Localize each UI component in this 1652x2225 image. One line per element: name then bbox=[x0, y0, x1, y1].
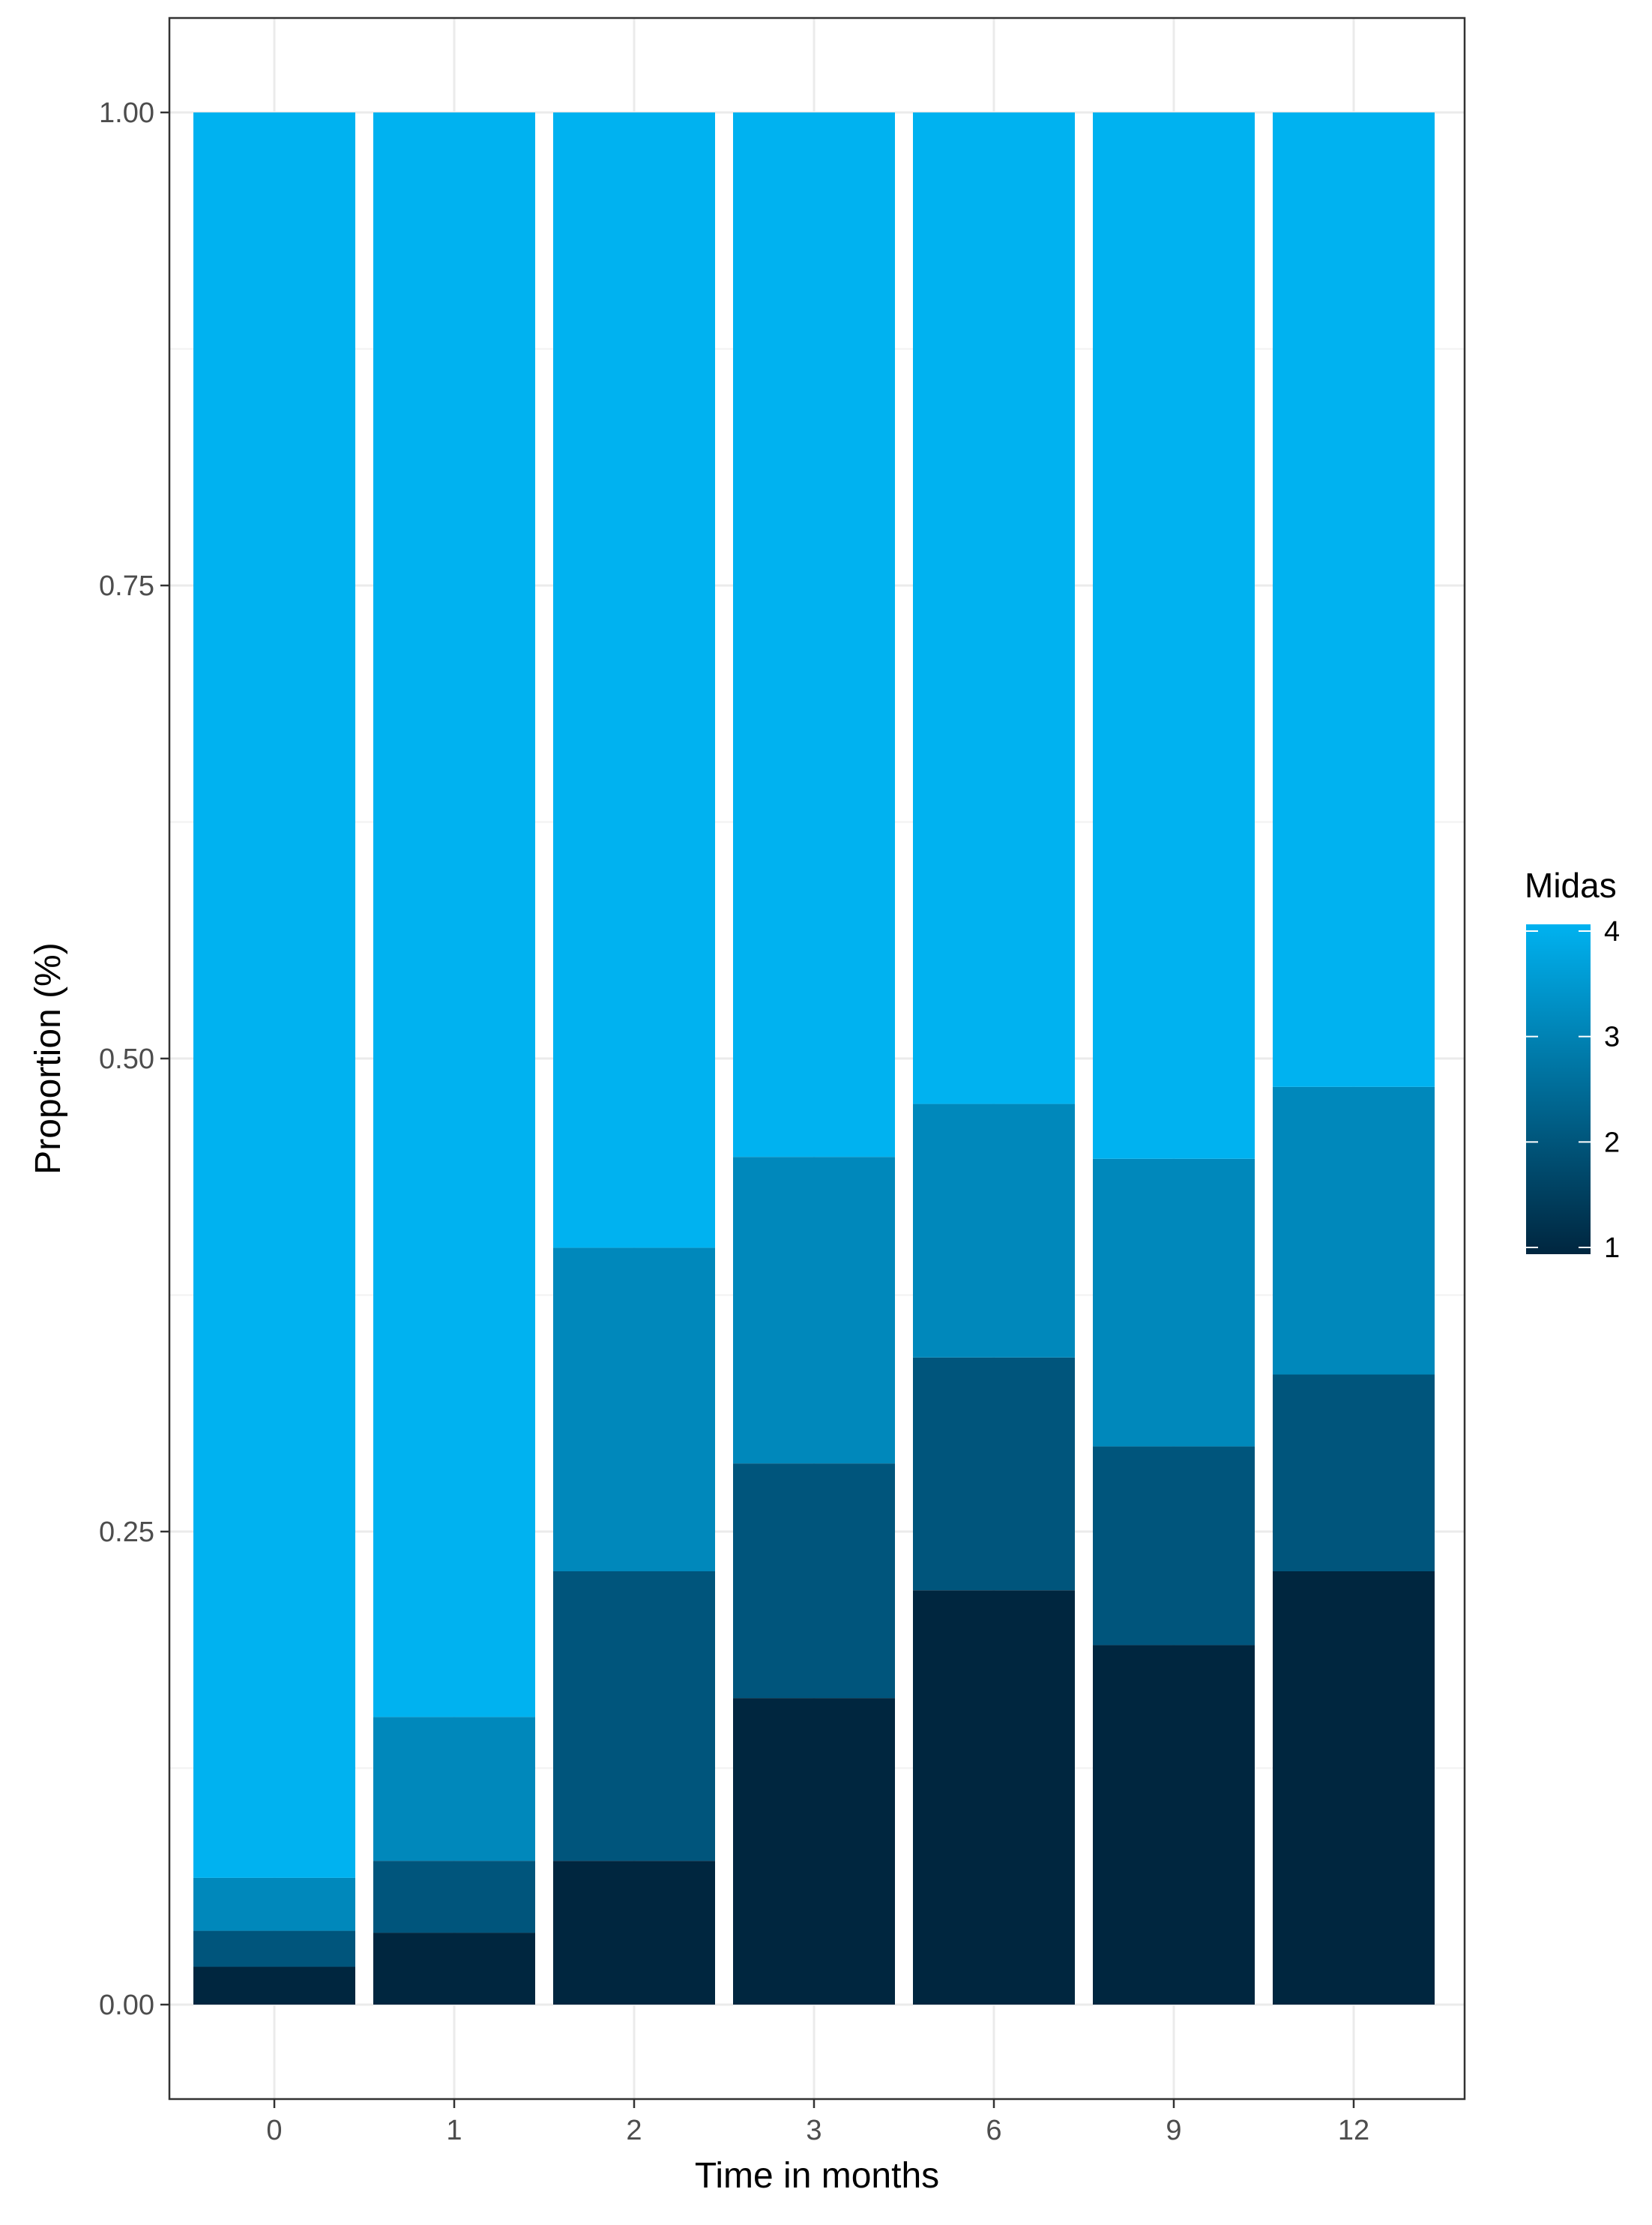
x-tick-label: 2 bbox=[626, 2115, 642, 2146]
y-axis: 0.00 0.25 0.50 0.75 1.00 bbox=[99, 97, 169, 2021]
bar-segment bbox=[373, 112, 535, 1717]
bar-segment bbox=[913, 112, 1075, 1104]
legend-label: 3 bbox=[1604, 1022, 1620, 1053]
y-tick-label: 0.75 bbox=[99, 570, 154, 602]
bars-group bbox=[193, 112, 1435, 2005]
bar-segment bbox=[1273, 112, 1435, 1087]
x-axis: 0 1 2 3 6 9 12 bbox=[266, 2099, 1369, 2146]
x-tick-label: 9 bbox=[1166, 2115, 1181, 2146]
x-axis-title: Time in months bbox=[695, 2156, 939, 2196]
bar-segment bbox=[193, 1966, 355, 2005]
bar-segment bbox=[1093, 1158, 1255, 1447]
bar-segment bbox=[193, 112, 355, 1878]
legend: Midas 4 3 2 1 bbox=[1525, 866, 1620, 1264]
bar-segment bbox=[1093, 1446, 1255, 1646]
bar-segment bbox=[1093, 1645, 1255, 2005]
bar-segment bbox=[733, 112, 895, 1157]
bar-segment bbox=[553, 1571, 715, 1861]
x-tick-label: 3 bbox=[806, 2115, 822, 2146]
y-tick-label: 0.50 bbox=[99, 1044, 154, 1075]
legend-label: 1 bbox=[1604, 1232, 1620, 1264]
bar-segment bbox=[553, 1247, 715, 1572]
bar-segment bbox=[733, 1463, 895, 1699]
bar-segment bbox=[1273, 1086, 1435, 1375]
bar-segment bbox=[1093, 112, 1255, 1159]
bar-segment bbox=[733, 1698, 895, 2005]
legend-colorbar bbox=[1526, 924, 1591, 1254]
y-tick-label: 0.25 bbox=[99, 1517, 154, 1548]
bar-segment bbox=[373, 1717, 535, 1861]
legend-label: 4 bbox=[1604, 916, 1620, 948]
bar-segment bbox=[193, 1877, 355, 1931]
bar-segment bbox=[373, 1933, 535, 2005]
y-tick-label: 0.00 bbox=[99, 1990, 154, 2021]
bar-segment bbox=[1273, 1374, 1435, 1572]
bar-segment bbox=[193, 1930, 355, 1967]
bar-segment bbox=[553, 112, 715, 1248]
bar-segment bbox=[553, 1861, 715, 2005]
y-axis-title: Proportion (%) bbox=[28, 942, 68, 1174]
x-tick-label: 0 bbox=[266, 2115, 282, 2146]
x-tick-label: 1 bbox=[446, 2115, 462, 2146]
x-tick-label: 6 bbox=[986, 2115, 1001, 2146]
bar-segment bbox=[373, 1861, 535, 1933]
bar-segment bbox=[733, 1157, 895, 1464]
legend-title: Midas bbox=[1525, 866, 1617, 905]
legend-ticks: 4 3 2 1 bbox=[1526, 916, 1620, 1264]
bar-segment bbox=[1273, 1571, 1435, 2005]
x-tick-label: 12 bbox=[1338, 2115, 1369, 2146]
bar-segment bbox=[913, 1590, 1075, 2005]
bar-segment bbox=[913, 1357, 1075, 1591]
bar-segment bbox=[913, 1104, 1075, 1358]
y-tick-label: 1.00 bbox=[99, 97, 154, 129]
legend-label: 2 bbox=[1604, 1127, 1620, 1158]
